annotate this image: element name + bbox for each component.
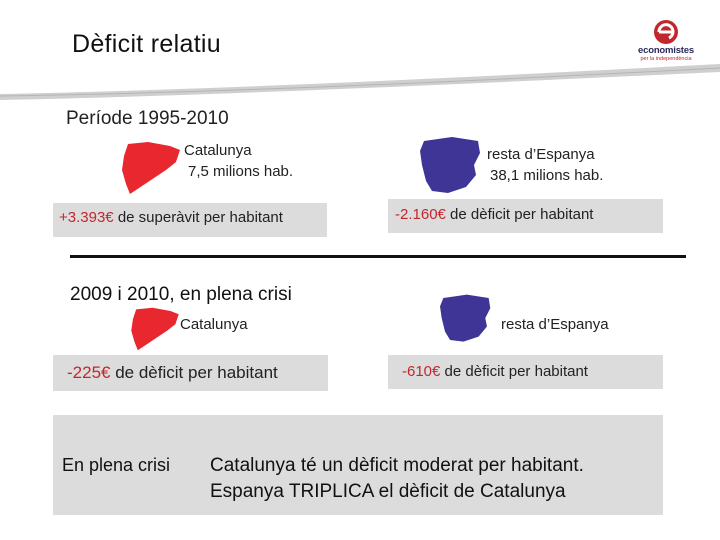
catalunya-surplus-text: de superàvit per habitant <box>117 209 283 226</box>
resta-espanya-label-2: resta d’Espanya <box>501 316 609 333</box>
espanya-deficit-box: -2.160€ de dèficit per habitant <box>388 199 663 233</box>
catalunya-label-2: Catalunya <box>180 316 248 333</box>
conclusion-line-1: Catalunya té un dèficit moderat per habi… <box>210 455 584 476</box>
catalunya-label: Catalunya <box>184 142 252 159</box>
logo-subtitle: per la independència <box>640 56 692 62</box>
economistes-logo: economistes per la independència <box>624 18 708 72</box>
resta-espanya-population: 38,1 milions hab. <box>490 167 604 184</box>
page-title: Dèficit relatiu <box>72 30 221 58</box>
spain-map-icon <box>420 137 480 193</box>
conclusion-line-2: Espanya TRIPLICA el dèficit de Catalunya <box>210 481 566 502</box>
period-heading-crisi: 2009 i 2010, en plena crisi <box>70 284 292 305</box>
catalunya-population: 7,5 milions hab. <box>188 163 294 180</box>
conclusion-box <box>53 415 663 515</box>
header-swoosh <box>0 64 720 100</box>
resta-espanya-label: resta d’Espanya <box>487 146 595 163</box>
catalunya-deficit-crisi-text: de dèficit per habitant <box>115 363 278 382</box>
period-heading-1995-2010: Període 1995-2010 <box>66 108 229 129</box>
section-divider <box>70 255 686 258</box>
catalunya-deficit-crisi-value: -225€ <box>67 363 111 382</box>
catalonia-map-icon <box>122 142 180 194</box>
logo-mark-icon <box>654 20 678 44</box>
conclusion-text: Catalunya té un dèficit moderat per habi… <box>210 453 584 505</box>
espanya-deficit-crisi-value: -610€ <box>402 363 441 380</box>
espanya-deficit-crisi-box: -610€ de dèficit per habitant <box>388 355 663 389</box>
logo-name: economistes <box>638 45 694 56</box>
espanya-deficit-crisi-text: de dèficit per habitant <box>444 363 588 380</box>
catalunya-surplus-value: +3.393€ <box>59 209 114 226</box>
espanya-deficit-text: de dèficit per habitant <box>450 206 594 223</box>
catalunya-deficit-crisi-box: -225€ de dèficit per habitant <box>53 355 328 391</box>
catalunya-surplus-box: +3.393€ de superàvit per habitant <box>53 203 327 237</box>
conclusion-tag: En plena crisi <box>62 455 171 475</box>
spain-map-icon <box>440 294 491 342</box>
espanya-deficit-value: -2.160€ <box>395 206 446 223</box>
catalonia-map-icon <box>131 307 179 351</box>
